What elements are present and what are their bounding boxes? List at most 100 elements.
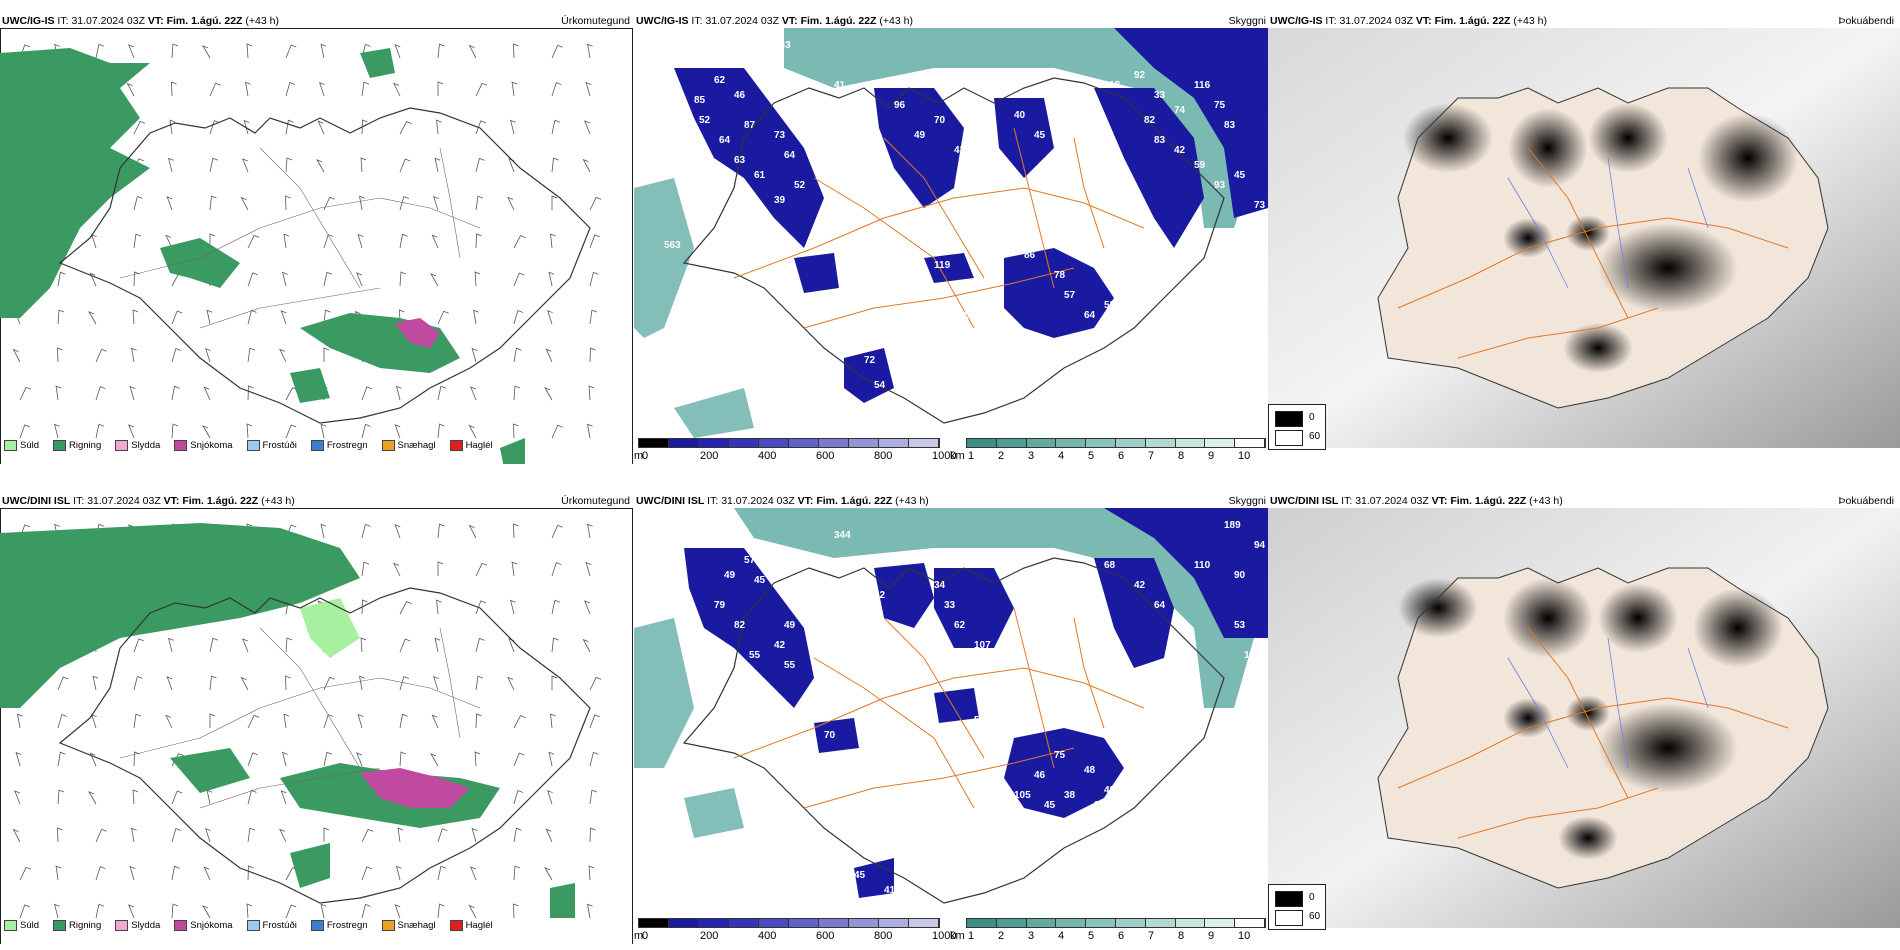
colorbar-tick-label: 3 <box>1028 450 1035 462</box>
row2-fog-header: UWC/DINI ISL IT: 31.07.2024 03Z VT: Fim.… <box>1270 495 1563 507</box>
wind-barb <box>357 713 364 729</box>
colorbar-tick-label: 7 <box>1148 930 1155 942</box>
legend-item: Haglél <box>449 440 493 451</box>
colorbar-segment <box>1086 919 1116 927</box>
cloud-area <box>1104 508 1268 638</box>
legend-item: Snjókoma <box>174 920 233 931</box>
cloud-base-label: 73 <box>774 130 786 141</box>
cloud-base-label: 51 <box>1034 360 1046 371</box>
colorbar-segment <box>1175 439 1206 447</box>
wind-barb <box>246 903 253 919</box>
cloud-area <box>934 688 979 723</box>
legend-label: Slydda <box>131 440 161 451</box>
cloud-base-label: 56 <box>984 140 996 151</box>
row1-precip-header: UWC/IG-IS IT: 31.07.2024 03Z VT: Fim. 1.… <box>2 15 279 27</box>
wind-barb <box>323 751 333 767</box>
cloud-base-label: 79 <box>1034 830 1046 841</box>
wind-barb <box>171 865 180 881</box>
vis-bar-unit: km <box>950 930 965 942</box>
cloud-base-label: 49 <box>1104 785 1116 796</box>
colorbar-segment <box>1145 439 1176 447</box>
wind-barb <box>132 309 139 325</box>
legend-item: Snæhagl <box>381 920 436 931</box>
cloud-base-label: 62 <box>954 620 966 631</box>
colorbar-tick-label: 10 <box>1238 930 1251 942</box>
colorbar-segment <box>909 439 939 447</box>
legend-item: Frostregn <box>310 920 368 931</box>
colorbar-tick-label: 4 <box>1058 450 1065 462</box>
cloud-area <box>934 568 1014 648</box>
wind-barb <box>202 45 211 59</box>
wind-barb <box>361 386 372 401</box>
wind-barb <box>513 827 522 843</box>
wind-barb <box>513 715 526 729</box>
wind-barb <box>242 638 249 653</box>
wind-barb <box>507 196 515 211</box>
wind-barb <box>317 120 325 135</box>
wind-barb <box>209 120 220 135</box>
row1-cloud-panel: UWC/IG-IS IT: 31.07.2024 03Z VT: Fim. 1.… <box>634 14 1268 464</box>
wind-barb <box>468 904 477 919</box>
cloud-base-label: 64 <box>784 150 796 161</box>
cloud-base-label: 59 <box>1194 160 1206 171</box>
wind-barb <box>19 424 30 439</box>
wind-barb <box>282 751 288 767</box>
precip-area <box>360 48 395 78</box>
wind-barb <box>394 44 401 59</box>
wind-barb <box>54 903 60 919</box>
colorbar-segment <box>849 439 879 447</box>
wind-barb <box>165 234 173 249</box>
colorbar-segment <box>819 439 849 447</box>
colorbar-segment <box>789 919 819 927</box>
wind-barb <box>171 423 179 439</box>
wind-barb <box>545 828 553 843</box>
wind-barb <box>475 120 486 135</box>
colorbar-tick-label: 2 <box>998 930 1005 942</box>
legend-swatch <box>174 440 188 451</box>
wind-barb <box>584 600 591 615</box>
wind-barb <box>399 676 410 691</box>
wind-barb <box>57 827 63 843</box>
precip-area <box>300 598 360 658</box>
iceland-outline <box>682 77 1225 424</box>
roads <box>119 147 481 329</box>
wind-barb <box>361 903 371 919</box>
row2-fog-legend: 0 60 <box>1268 884 1326 930</box>
wind-barb <box>589 827 596 843</box>
wind-barb <box>247 714 260 729</box>
wind-barb <box>548 271 555 287</box>
wind-barb <box>245 81 251 97</box>
wind-barb <box>394 524 401 539</box>
roads <box>119 627 481 809</box>
cloud-base-label: 473 <box>754 60 771 71</box>
colorbar-tick-label: 200 <box>700 930 719 942</box>
wind-barb <box>133 638 144 653</box>
cloud-base-label: 116 <box>954 280 971 291</box>
wind-barb <box>95 866 106 881</box>
cloud-base-label: 55 <box>749 650 761 661</box>
cloud-area <box>794 253 839 293</box>
wind-barb <box>547 789 553 805</box>
wind-barb <box>589 271 599 287</box>
wind-barb <box>323 827 330 842</box>
colorbar-tick-label: 5 <box>1088 930 1095 942</box>
legend-swatch <box>53 440 67 451</box>
rivers <box>1507 157 1709 289</box>
wind-barb <box>323 271 333 287</box>
colorbar-segment <box>1235 439 1265 447</box>
wind-barb <box>399 121 412 135</box>
wind-barb <box>470 386 477 401</box>
wind-barb <box>361 599 368 615</box>
wind-barb <box>434 637 441 653</box>
wind-barb <box>513 423 519 439</box>
cloud-base-label: 74 <box>1174 105 1186 116</box>
wind-barb <box>513 385 521 401</box>
wind-barb <box>359 675 365 691</box>
wind-barb <box>513 523 519 539</box>
colorbar-tick-label: 5 <box>1088 450 1095 462</box>
iceland-outline <box>58 107 591 424</box>
wind-barb <box>17 713 23 729</box>
cloud-base-label: 62 <box>714 75 726 86</box>
wind-barb <box>397 827 404 843</box>
row1-precip-title: Úrkomutegund <box>561 15 630 27</box>
